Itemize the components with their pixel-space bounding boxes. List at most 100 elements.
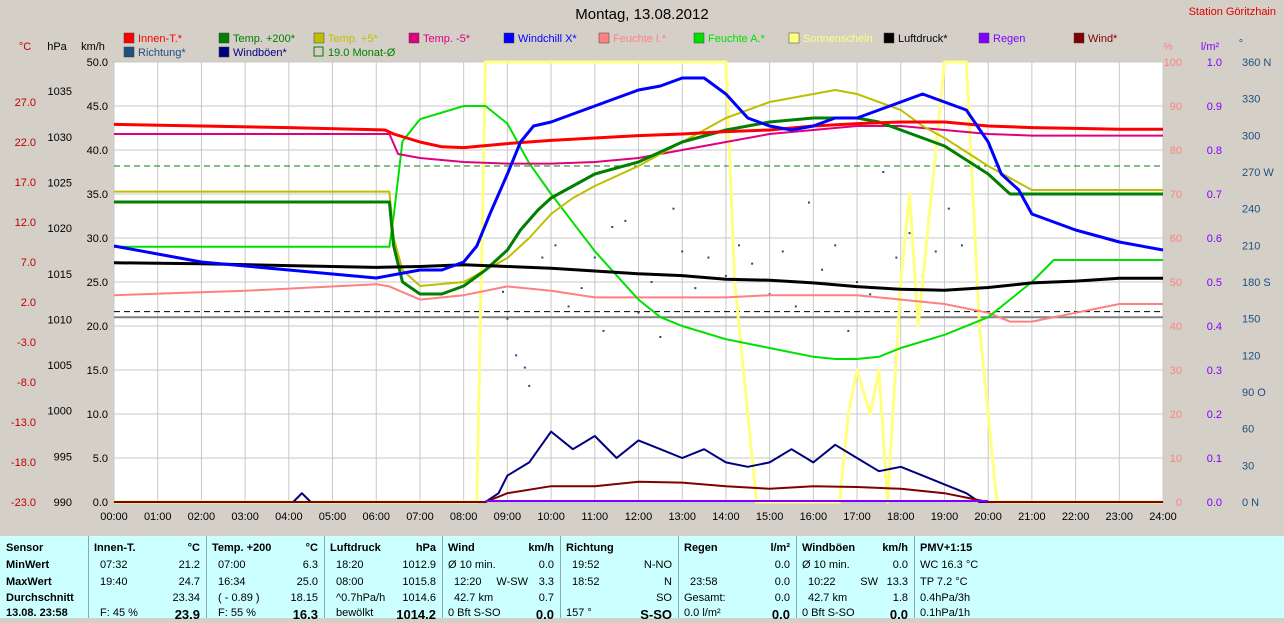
legend-swatch (408, 32, 420, 44)
legend-label: Innen-T.* (138, 33, 183, 45)
stats-wind-max-time: 12:20 (454, 576, 482, 588)
y-tick-direction: 300 (1242, 130, 1260, 142)
legend-swatch (1073, 32, 1085, 44)
direction-point (541, 256, 544, 259)
y-tick-rain: 1.0 (1207, 57, 1222, 69)
direction-point (934, 250, 937, 253)
y-tick-rain: 0.7 (1207, 189, 1222, 201)
y-tick-wind: 30.0 (87, 233, 108, 245)
stats-richtung-avg-val: SO (656, 592, 672, 604)
y-tick-pressure: 1025 (48, 177, 72, 189)
direction-point (794, 305, 797, 308)
direction-point (637, 311, 640, 314)
y-tick-humidity: 10 (1170, 453, 1182, 465)
y-tick-wind: 40.0 (87, 145, 108, 157)
direction-point (659, 336, 662, 338)
y-tick-wind: 20.0 (87, 321, 108, 333)
stats-luftdruck-trend: ^0.7hPa/h (336, 592, 386, 604)
stats-temp200-max-val: 25.0 (296, 576, 318, 588)
x-tick-label: 18:00 (887, 511, 915, 523)
y-tick-temp: -13.0 (11, 417, 36, 429)
series-temp-200 (114, 116, 1163, 296)
stats-windboeen-avg-val: 1.8 (892, 592, 908, 604)
stats-regen-col: Regen l/m² 0.0 23:58 0.0 Gesamt: 0.0 0.0 l… (678, 536, 797, 622)
stats-windboeen-unit: km/h (882, 542, 908, 554)
unit-hpa: hPa (47, 41, 67, 53)
y-tick-pressure: 990 (54, 497, 72, 509)
x-tick-label: 06:00 (362, 511, 390, 523)
direction-point (882, 171, 885, 173)
y-tick-pressure: 995 (54, 451, 72, 463)
stats-windboeen-bft: 0 Bft S-SO (802, 607, 855, 619)
stats-label-min: MinWert (6, 559, 50, 571)
legend-label: Richtung* (138, 47, 186, 59)
stats-richtung-min-time: 19:52 (572, 559, 600, 571)
stats-wind-now-val: 0.0 (535, 607, 554, 622)
stats-wind-avg10-label: Ø 10 min. (448, 559, 496, 571)
legend-swatch (503, 32, 515, 44)
stats-windboeen-avg10-val: 0.0 (892, 559, 908, 571)
y-tick-wind: 5.0 (93, 453, 108, 465)
y-tick-humidity: 60 (1170, 233, 1182, 245)
y-tick-direction: 360 N (1242, 57, 1271, 69)
y-tick-temp: 7.0 (21, 257, 36, 269)
legend-label: Windböen* (233, 47, 288, 59)
x-tick-label: 10:00 (537, 511, 565, 523)
stats-richtung-col: Richtung 19:52 N-NO 18:52 N SO 157 ° S-SO (560, 536, 679, 622)
y-tick-humidity: 50 (1170, 277, 1182, 289)
legend-swatch (218, 46, 230, 58)
x-tick-label: 16:00 (800, 511, 828, 523)
stats-windboeen-max-dir: SW (860, 576, 878, 588)
stats-richtung-deg: 157 ° (566, 607, 592, 619)
y-tick-direction: 330 (1242, 94, 1260, 106)
y-tick-rain: 0.6 (1207, 233, 1222, 245)
y-tick-humidity: 40 (1170, 321, 1182, 333)
legend-label: Sonnenschein (803, 33, 873, 45)
stats-temp200-avg-note: ( - 0.89 ) (218, 592, 260, 604)
direction-point (502, 290, 505, 293)
stats-temp200-unit: °C (305, 542, 318, 554)
stats-wind-col: Wind km/h Ø 10 min. 0.0 12:20 W-SW 3.3 42.7… (442, 536, 561, 622)
x-tick-label: 08:00 (450, 511, 478, 523)
direction-point (650, 281, 653, 283)
y-tick-rain: 0.8 (1207, 145, 1222, 157)
stats-label-max: MaxWert (6, 576, 52, 588)
direction-point (751, 262, 754, 265)
stats-regen-now-val: 0.0 (771, 607, 790, 622)
legend-swatch (788, 32, 800, 44)
stats-panel: Sensor MinWert MaxWert Durchschnitt 13.0… (0, 536, 1284, 622)
stats-label-avg: Durchschnitt (6, 592, 74, 604)
x-tick-label: 15:00 (756, 511, 784, 523)
x-tick-label: 17:00 (843, 511, 871, 523)
stats-windboeen-max-val: 13.3 (886, 576, 908, 588)
x-tick-label: 19:00 (931, 511, 959, 523)
y-tick-wind: 15.0 (87, 365, 108, 377)
y-tick-humidity: 20 (1170, 409, 1182, 421)
y-tick-direction: 90 O (1242, 387, 1266, 399)
stats-luftdruck-unit: hPa (415, 542, 436, 554)
legend-label: Feuchte I.* (613, 33, 667, 45)
series-windchill-x (113, 76, 1164, 280)
direction-point (681, 250, 684, 253)
direction-point (807, 201, 810, 204)
stats-windboeen-col: Windböen km/h Ø 10 min. 0.0 10:22 SW 13.3 4… (796, 536, 915, 622)
stats-luftdruck-forecast: bewölkt (336, 607, 374, 619)
y-tick-wind: 50.0 (87, 57, 108, 69)
stats-innen-max-val: 24.7 (178, 576, 200, 588)
stats-innen-now-note: F: 45 % (100, 607, 138, 619)
stats-regen-total-val: 0.0 (774, 592, 790, 604)
legend-swatch (123, 32, 135, 44)
y-tick-wind: 25.0 (87, 277, 108, 289)
direction-point (738, 244, 741, 247)
legend-label: Wind* (1088, 33, 1118, 45)
stats-wind-avg10-val: 0.0 (538, 559, 554, 571)
direction-point (506, 317, 509, 320)
stats-luftdruck-avg-val: 1014.6 (402, 592, 436, 604)
stats-temp200-min-val: 6.3 (302, 559, 318, 571)
stats-windboeen-now-val: 0.0 (889, 607, 908, 622)
direction-point (895, 256, 898, 259)
direction-point (528, 384, 531, 387)
stats-regen-max-time: 23:58 (690, 576, 718, 588)
stats-richtung-header: Richtung (566, 542, 614, 554)
series-wind (114, 480, 1163, 503)
